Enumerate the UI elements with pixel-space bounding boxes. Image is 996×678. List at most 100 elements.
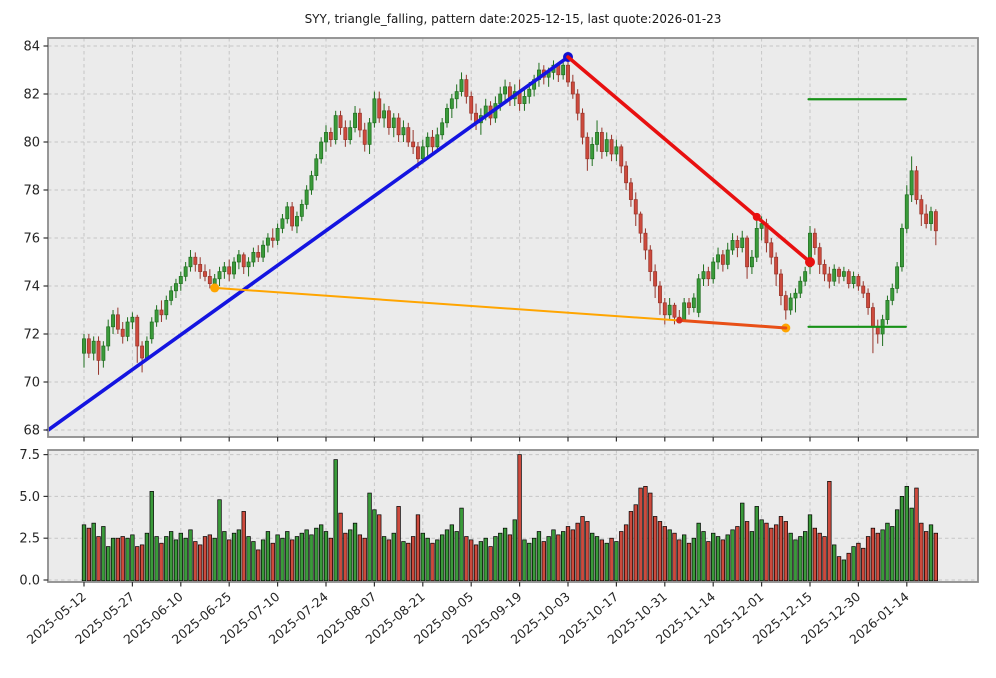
volume-bar — [773, 524, 779, 582]
volume-bar — [551, 529, 556, 582]
candle-body — [159, 309, 164, 316]
volume-bar — [333, 459, 338, 582]
volume-bar — [822, 536, 827, 582]
volume-bar — [81, 524, 87, 582]
volume-bar — [367, 492, 372, 582]
price-tick-label: 80 — [23, 136, 40, 151]
volume-bar — [236, 529, 242, 582]
downtrend-line-marker — [752, 212, 761, 221]
volume-bar — [173, 539, 179, 582]
volume-bar — [919, 522, 924, 582]
candle-body — [783, 295, 788, 311]
candle-body — [570, 81, 575, 95]
volume-bar — [386, 539, 392, 582]
candle-body — [856, 276, 861, 287]
volume-bar — [275, 534, 280, 582]
volume-bar — [154, 536, 159, 582]
candle-body — [261, 244, 266, 258]
volume-bar — [735, 526, 740, 582]
volume-bar — [469, 539, 474, 582]
volume-bar — [425, 537, 430, 582]
volume-bar — [396, 506, 401, 582]
volume-bar — [444, 529, 450, 582]
candle-body — [624, 165, 629, 184]
candle-body — [885, 300, 890, 320]
candle-body — [803, 271, 808, 282]
volume-bar — [348, 529, 353, 582]
volume-bar — [415, 514, 421, 582]
candle-body — [793, 292, 798, 299]
volume-bar — [730, 529, 735, 582]
candle-body — [788, 297, 793, 311]
volume-bar — [594, 536, 600, 582]
candle-body — [299, 204, 304, 217]
candle-body — [140, 345, 145, 359]
volume-bar — [231, 532, 237, 582]
volume-bar — [207, 534, 212, 582]
candle-body — [866, 292, 871, 308]
volume-bar — [159, 542, 164, 582]
candle-body — [198, 264, 203, 272]
volume-bar — [352, 522, 358, 582]
volume-bar — [464, 536, 469, 582]
volume-bar — [493, 536, 498, 582]
volume-bar — [672, 532, 677, 582]
volume-bar — [865, 536, 871, 582]
chart-title: SYY, triangle_falling, pattern date:2025… — [304, 12, 722, 26]
price-tick-label: 76 — [23, 232, 40, 247]
candle-body — [580, 112, 585, 138]
volume-bar — [909, 507, 914, 582]
candle-body — [174, 283, 178, 292]
volume-bar — [812, 527, 817, 582]
candle-body — [391, 117, 396, 128]
candle-body — [687, 302, 691, 308]
candle-body — [774, 256, 779, 275]
volume-bar — [222, 531, 227, 582]
candle-body — [120, 328, 125, 337]
volume-bar — [856, 542, 861, 582]
volume-bar — [139, 544, 145, 582]
candle-body — [832, 268, 837, 282]
candle-body — [328, 132, 333, 140]
volume-bar — [536, 531, 542, 582]
volume-bar — [309, 534, 314, 582]
candle-body — [154, 309, 159, 323]
candle-body — [716, 254, 720, 263]
volume-bar — [933, 532, 938, 582]
volume-bar — [580, 516, 585, 582]
candle-body — [469, 96, 474, 114]
volume-bar — [314, 527, 319, 582]
volume-bar — [362, 537, 367, 582]
volume-bar — [256, 549, 261, 582]
candle-body — [435, 134, 440, 148]
candle-body — [275, 228, 280, 241]
volume-bar — [623, 524, 629, 582]
volume-bar — [657, 521, 663, 582]
volume-bar — [265, 531, 271, 582]
candle-body — [609, 139, 614, 155]
volume-bar — [377, 514, 382, 582]
candle-body — [895, 266, 900, 289]
candle-body — [503, 86, 508, 95]
candle-body — [285, 206, 290, 220]
candle-body — [667, 304, 672, 316]
volume-bar — [483, 537, 488, 582]
candle-body — [929, 211, 933, 224]
candle-body — [590, 144, 595, 160]
volume-bar — [435, 539, 440, 582]
candle-body — [633, 199, 638, 215]
candle-body — [232, 261, 236, 275]
volume-bar — [91, 522, 96, 582]
candle-body — [638, 213, 643, 234]
candle-body — [527, 88, 532, 97]
candle-body — [377, 98, 382, 119]
candle-body — [386, 110, 391, 128]
volume-bar — [686, 542, 692, 582]
volume-bar — [706, 541, 711, 582]
candle-body — [445, 108, 449, 124]
volume-bar — [217, 499, 222, 582]
volume-panel-border — [47, 449, 979, 583]
volume-bar — [793, 539, 798, 582]
candle-body — [115, 314, 120, 330]
